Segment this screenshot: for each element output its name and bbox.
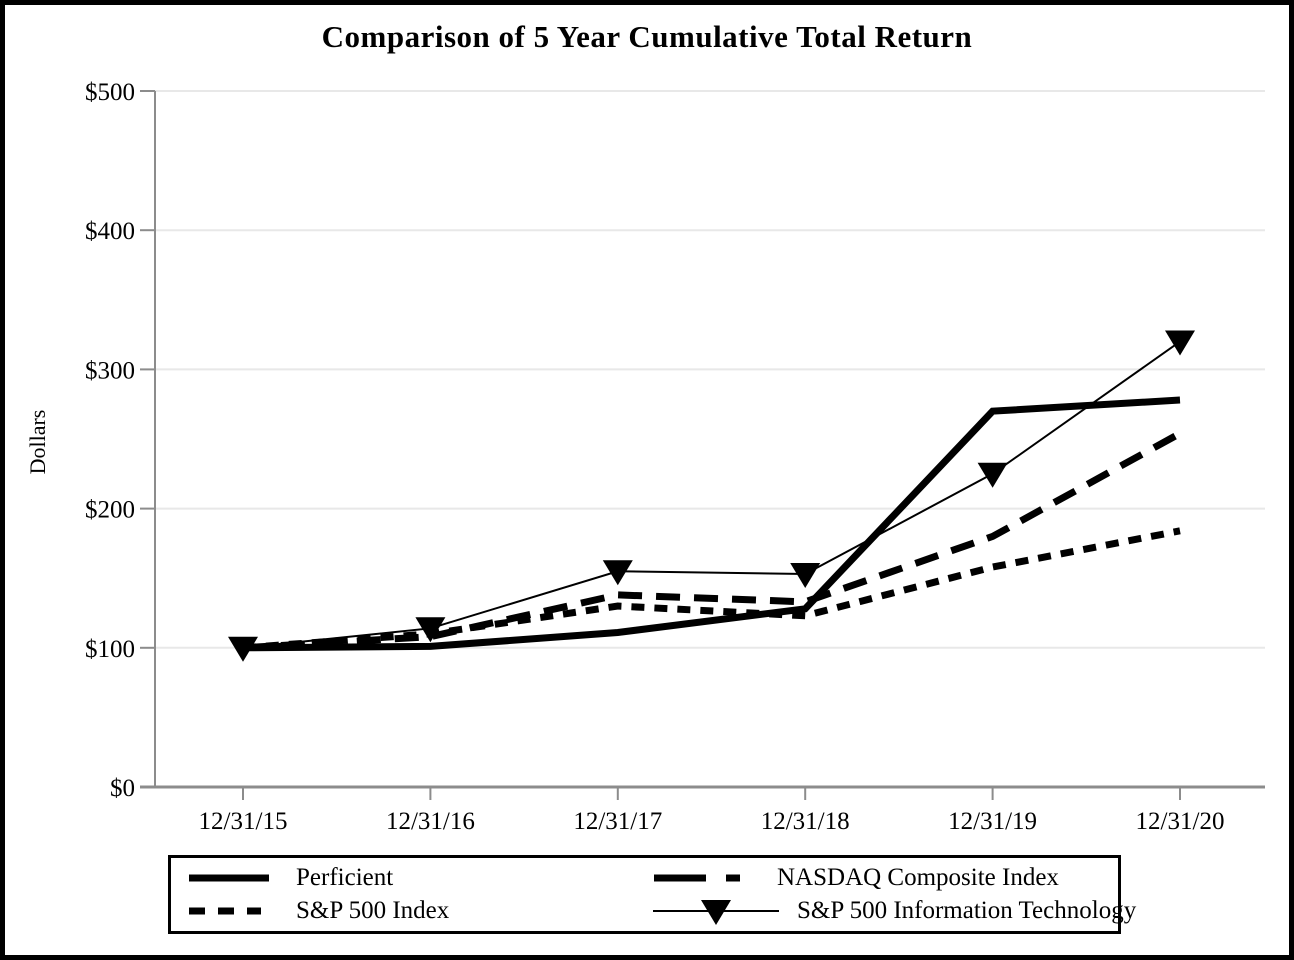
x-tick-label: 12/31/16 xyxy=(386,808,475,835)
x-tick-label: 12/31/20 xyxy=(1136,808,1225,835)
chart-plot-area: $0 $100 $200 $300 $400 $500 12/31/15 12/31/16 12… xyxy=(25,79,1265,835)
series-line xyxy=(242,340,1181,649)
triangle-down-marker xyxy=(228,636,258,662)
legend-label: S&P 500 Index xyxy=(296,896,450,924)
y-tick-label: $100 xyxy=(85,636,135,663)
y-axis-label: Dollars xyxy=(25,410,50,475)
y-tick-label: $300 xyxy=(85,357,135,384)
chart-legend: Perficient S&P 500 Index NASDAQ Composit… xyxy=(168,855,1136,934)
y-tick-label: $500 xyxy=(85,79,135,106)
triangle-marker-swatch-icon xyxy=(653,899,779,925)
long-dash-swatch-icon xyxy=(654,874,754,882)
x-tick-label: 12/31/18 xyxy=(761,808,850,835)
legend-item-sp500: S&P 500 Index xyxy=(186,897,651,925)
legend-label: S&P 500 Information Technology xyxy=(797,896,1137,924)
x-tick-label: 12/31/15 xyxy=(199,808,288,835)
legend-item-nasdaq: NASDAQ Composite Index xyxy=(651,864,1136,892)
solid-line-swatch-icon xyxy=(189,874,269,882)
chart-title: Comparison of 5 Year Cumulative Total Re… xyxy=(321,19,973,54)
y-tick-label: $200 xyxy=(85,497,135,524)
y-tick-label: $400 xyxy=(85,218,135,245)
triangle-down-marker xyxy=(1165,330,1195,356)
triangle-down-marker xyxy=(790,563,821,589)
series-line xyxy=(242,430,1182,652)
triangle-down-marker xyxy=(415,617,446,643)
short-dash-swatch-icon xyxy=(189,907,261,915)
legend-label: Perficient xyxy=(296,864,394,892)
legend-item-perficient: Perficient xyxy=(186,864,651,892)
series-line xyxy=(242,527,1181,652)
triangle-down-marker xyxy=(977,462,1008,488)
triangle-down-marker xyxy=(602,560,633,586)
y-tick-label: $0 xyxy=(110,775,135,802)
series-line xyxy=(242,396,1181,652)
x-tick-label: 12/31/19 xyxy=(948,808,1037,835)
legend-item-sp500-it: S&P 500 Information Technology xyxy=(651,896,1136,926)
x-tick-label: 12/31/17 xyxy=(573,808,662,835)
legend-label: NASDAQ Composite Index xyxy=(777,864,1059,892)
